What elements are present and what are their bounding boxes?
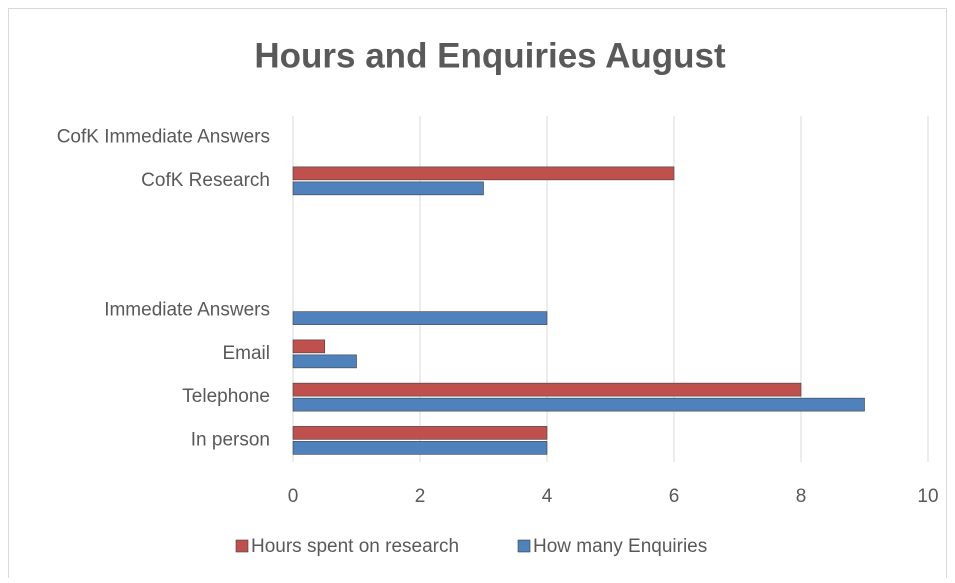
legend-swatch xyxy=(235,539,249,553)
bar xyxy=(292,441,548,455)
y-tick-label: CofK Immediate Answers xyxy=(57,127,270,148)
chart-frame xyxy=(8,8,947,583)
legend-label: Hours spent on research xyxy=(251,536,459,557)
bar xyxy=(292,426,548,440)
y-tick-label: Telephone xyxy=(182,386,270,407)
bar xyxy=(292,382,802,397)
bar xyxy=(292,181,484,196)
bar xyxy=(292,397,865,412)
chart-title: Hours and Enquiries August xyxy=(254,36,726,75)
x-tick-label: 4 xyxy=(542,486,553,507)
bar xyxy=(292,339,326,354)
bar xyxy=(292,354,357,369)
bar xyxy=(292,311,548,325)
x-tick-label: 10 xyxy=(917,486,938,507)
x-tick-label: 6 xyxy=(669,486,680,507)
legend-swatch xyxy=(517,539,531,553)
y-tick-label: Email xyxy=(222,343,270,364)
legend-label: How many Enquiries xyxy=(533,536,707,557)
y-tick-label: In person xyxy=(191,429,270,450)
x-tick-label: 8 xyxy=(796,486,807,507)
x-tick-label: 0 xyxy=(288,486,299,507)
bar xyxy=(292,166,675,181)
y-tick-label: Immediate Answers xyxy=(104,300,270,321)
y-tick-label: CofK Research xyxy=(141,170,270,191)
x-tick-label: 2 xyxy=(415,486,426,507)
